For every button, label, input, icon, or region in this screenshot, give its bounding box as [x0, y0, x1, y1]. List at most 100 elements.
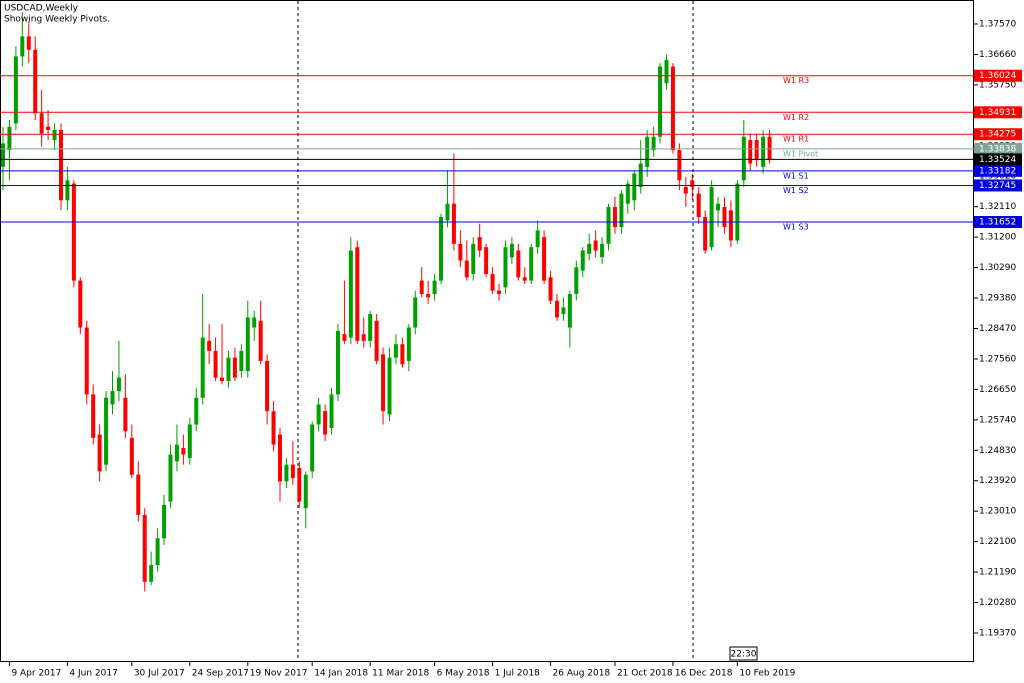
candle-body [39, 113, 44, 134]
candle-body [554, 300, 559, 318]
candle-body [612, 207, 617, 228]
candle-body [606, 207, 611, 244]
x-tick-label: 6 May 2018 [437, 669, 490, 679]
pivot-name: W1 Pivot [783, 149, 818, 158]
price-label: 1.33182 [979, 166, 1016, 176]
candle-body [561, 307, 566, 315]
candle-body [46, 126, 51, 131]
candle-body [619, 193, 624, 228]
candle-body [342, 334, 347, 341]
y-tick-label: 1.32110 [979, 202, 1016, 212]
candle-body [104, 397, 109, 465]
candle-body [683, 186, 688, 194]
x-tick-label: 16 Dec 2018 [675, 669, 733, 679]
candle-body [741, 136, 746, 181]
candle-body [638, 163, 643, 187]
candle-body [664, 59, 669, 84]
candle-body [387, 357, 392, 415]
price-label-box [974, 216, 1022, 229]
candle-body [368, 314, 373, 341]
candle-body [13, 56, 18, 124]
candle-body [84, 327, 89, 395]
price-label: 1.36024 [979, 71, 1016, 81]
candle-body [381, 354, 386, 412]
candle-body [690, 180, 695, 187]
candle-body [374, 320, 379, 361]
price-label-box [974, 164, 1022, 177]
x-tick-label: 11 Mar 2018 [372, 669, 429, 679]
pivot-name: W1 S1 [783, 171, 809, 180]
y-tick-label: 1.29380 [979, 294, 1016, 304]
candle-body [310, 424, 315, 472]
y-tick-label: 1.30290 [979, 263, 1016, 273]
candle-body [284, 464, 289, 482]
candle-body [439, 217, 444, 281]
candle-body [516, 250, 521, 278]
candle-body [142, 514, 147, 582]
candle-body [277, 434, 282, 482]
candle-body [33, 49, 38, 114]
candle-body [471, 243, 476, 274]
candle-body [323, 411, 328, 435]
x-tick-label: 30 Jul 2017 [134, 669, 185, 679]
chart-subtitle: Showing Weekly Pivots. [4, 15, 110, 25]
candle-body [335, 330, 340, 395]
y-tick-label: 1.37570 [979, 19, 1016, 29]
chart-title: USDCAD,Weekly [4, 4, 79, 14]
candle-body [600, 243, 605, 258]
time-box [729, 646, 758, 661]
candle-body [207, 340, 212, 351]
price-label: 1.34931 [979, 108, 1016, 118]
x-tick-label: 26 Aug 2018 [553, 669, 611, 679]
candle-body [658, 66, 663, 137]
x-tick-label: 14 Jan 2018 [314, 669, 368, 679]
candle-body [52, 130, 57, 141]
candle-body [696, 193, 701, 218]
candle-body [265, 360, 270, 412]
candle-body [445, 203, 450, 221]
price-label-box [974, 106, 1022, 119]
candle-body [728, 210, 733, 241]
x-tick-label: 10 Feb 2019 [739, 669, 795, 679]
candle-body [329, 394, 334, 428]
price-label: 1.31652 [979, 218, 1016, 228]
y-tick-label: 1.19370 [979, 628, 1016, 638]
candle-body [722, 207, 727, 228]
price-label-box [974, 142, 1022, 155]
candle-body [297, 468, 302, 502]
y-tick-label: 1.25740 [979, 415, 1016, 425]
candle-body [316, 404, 321, 425]
candle-body [542, 237, 547, 281]
candle-body [162, 504, 167, 539]
y-tick-label: 1.20280 [979, 598, 1016, 608]
candle-body [220, 377, 225, 382]
candle-body [464, 260, 469, 278]
y-tick-label: 1.27560 [979, 354, 1016, 364]
y-tick-label: 1.31200 [979, 233, 1016, 243]
candle-body [548, 277, 553, 301]
price-label: 1.34275 [979, 130, 1016, 140]
candle-body [458, 243, 463, 261]
candle-body [426, 294, 431, 298]
candle-body [651, 136, 656, 151]
candle-body [58, 130, 63, 201]
candle-body [78, 280, 83, 328]
candle-body [509, 243, 514, 258]
candle-body [20, 36, 25, 57]
candle-body [587, 243, 592, 254]
candle-body [703, 217, 708, 251]
candle-body [194, 397, 199, 425]
candle-body [574, 267, 579, 295]
candle-body [110, 391, 115, 405]
y-tick-label: 1.22100 [979, 537, 1016, 547]
price-label: 1.32745 [979, 181, 1016, 191]
candle-body [258, 320, 263, 361]
candle-body [490, 273, 495, 291]
y-tick-label: 1.35750 [979, 80, 1016, 90]
candle-body [226, 357, 231, 382]
candle-body [129, 437, 134, 475]
candle-body [593, 240, 598, 251]
candle-body [271, 411, 276, 445]
y-tick-label: 1.21190 [979, 568, 1016, 578]
